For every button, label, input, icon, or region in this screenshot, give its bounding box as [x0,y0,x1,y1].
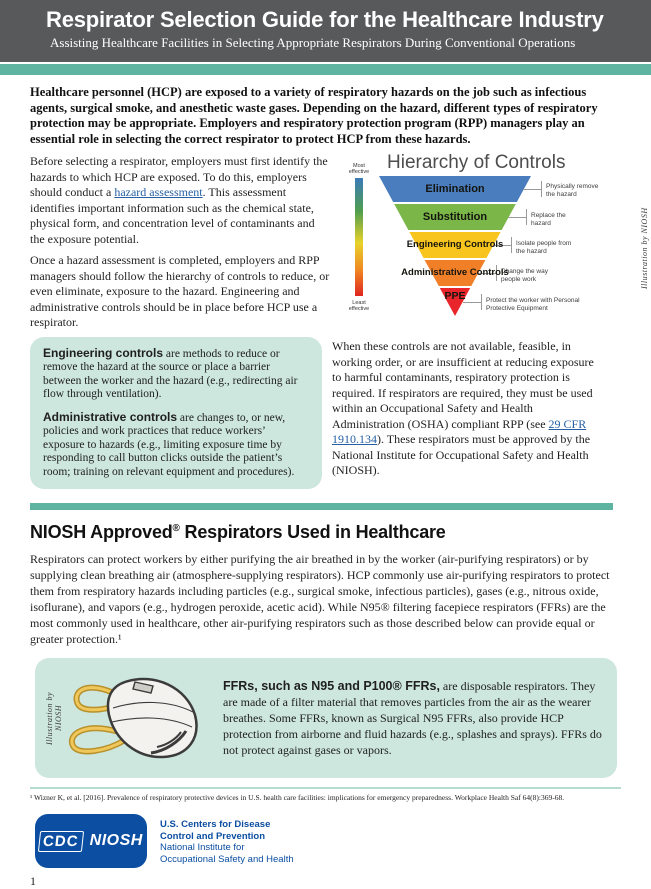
definition-text: are changes to, or new, policies and wor… [43,411,295,478]
level-shape [409,232,501,258]
paragraph-text: ). These respirators must be approved by… [332,432,591,477]
footnote-citation: ¹ Wizner K, et al. [2016]. Prevalence of… [30,793,565,802]
right-column: Hierarchy of Controls Most effective Lea… [332,152,649,489]
callout-line [526,209,527,225]
hierarchy-of-controls-diagram: Hierarchy of Controls Most effective Lea… [345,152,651,326]
cdc-niosh-logo: CDC NIOSH [35,814,147,868]
hierarchy-level-administrative-controls: Administrative Controls [379,260,531,286]
niosh-section-heading: NIOSH Approved® Respirators Used in Heal… [30,522,621,543]
callout-line [511,237,512,253]
agency-line: National Institute for [160,842,245,853]
callout-line [523,189,541,190]
two-column-section: Before selecting a respirator, employers… [30,152,649,489]
engineering-controls-description: Isolate people from the hazard [516,240,572,255]
hierarchy-level-engineering-controls: Engineering Controls [379,232,531,258]
hazard-assessment-link[interactable]: hazard assessment [114,185,203,199]
respirator-types-paragraph: Respirators can protect workers by eithe… [30,552,610,646]
effectiveness-gradient-bar [355,178,363,296]
header-accent-band [0,64,651,75]
level-label: PPE [444,290,466,302]
ppe-description: Protect the worker with Personal Protect… [486,297,580,312]
left-column: Before selecting a respirator, employers… [30,154,332,489]
respiratory-protection-paragraph: When these controls are not available, f… [332,339,621,479]
level-label: Administrative Controls [401,267,509,279]
callout-line [541,181,542,197]
section-divider-band [30,503,613,510]
cdc-logo-icon: CDC [38,830,84,852]
callout-line [496,265,497,281]
hierarchy-level-elimination: Elimination [379,176,531,202]
ffr-info-box: Illustration by NIOSH FFRs, such as N95 … [35,658,617,778]
callout-line [481,294,482,310]
definition-text: are methods to reduce or remove the haza… [43,347,298,401]
heading-text: Respirators Used in Healthcare [179,522,446,542]
agency-name-block: U.S. Centers for Disease Control and Pre… [160,819,294,865]
ffr-body-text: are disposable respirators. They are mad… [223,679,602,757]
diagram-credit: Illustration by NIOSH [640,207,649,289]
diagram-title: Hierarchy of Controls [387,152,566,173]
callout-line [493,245,511,246]
callout-line [478,273,496,274]
elimination-description: Physically remove the hazard [546,183,599,198]
agency-line: Control and Prevention [160,830,266,842]
n95-mask-icon [68,677,198,758]
n95-respirator-illustration [63,670,213,767]
controls-definition-box: Engineering controls are methods to redu… [30,336,322,489]
most-effective-label: Most effective [348,163,370,175]
callout-line [463,302,481,303]
page-subtitle: Assisting Healthcare Facilities in Selec… [50,35,576,50]
hazard-assessment-paragraph: Before selecting a respirator, employers… [30,154,332,247]
heading-text: NIOSH Approved [30,522,173,542]
hierarchy-level-substitution: Substitution [379,204,531,230]
administrative-controls-term: Administrative controls [43,409,178,424]
paragraph-text: When these controls are not available, f… [332,339,594,431]
engineering-controls-definition: Engineering controls are methods to redu… [43,345,309,402]
level-label: Substitution [422,211,488,223]
administrative-controls-description: Change the way people work [501,268,548,283]
intro-paragraph: Healthcare personnel (HCP) are exposed t… [30,85,598,146]
level-label: Elimination [425,183,485,195]
agency-line: U.S. Centers for Disease [160,819,271,830]
paragraph-text: . This assessment identifies important i… [30,185,315,246]
agency-line: Occupational Safety and Health [160,853,294,865]
paragraph-text: Before selecting a respirator, employers… [30,154,328,199]
niosh-logo-icon: NIOSH [89,832,143,849]
ffr-illustration-credit: Illustration by NIOSH [45,691,63,745]
cfr-regulation-link[interactable]: 29 CFR 1910.134 [332,416,587,447]
ffr-lead-text: FFRs, such as N95 and P100® FFRs, [223,679,440,693]
level-label: Engineering Controls [406,239,504,251]
hierarchy-intro-paragraph: Once a hazard assessment is completed, e… [30,253,330,329]
callout-line [508,217,526,218]
ffr-description: FFRs, such as N95 and P100® FFRs, are di… [223,678,605,758]
agency-footer: CDC NIOSH U.S. Centers for Disease Contr… [35,814,621,868]
level-shape [394,204,516,230]
hierarchy-level-ppe: PPE [379,288,531,316]
registered-mark: ® [172,523,180,534]
footnote-divider [30,787,621,789]
level-shape [379,176,531,202]
engineering-controls-term: Engineering controls [43,345,164,360]
substitution-description: Replace the hazard [531,212,566,227]
page-title: Respirator Selection Guide for the Healt… [46,7,604,32]
page-content: Healthcare personnel (HCP) are exposed t… [0,85,651,889]
page-header: Respirator Selection Guide for the Healt… [0,0,651,62]
least-effective-label: Least effective [348,300,370,312]
administrative-controls-definition: Administrative controls are changes to, … [43,409,309,480]
page-number: 1 [30,874,36,888]
inverted-pyramid: Elimination Substitution Engineering Con… [379,176,531,316]
